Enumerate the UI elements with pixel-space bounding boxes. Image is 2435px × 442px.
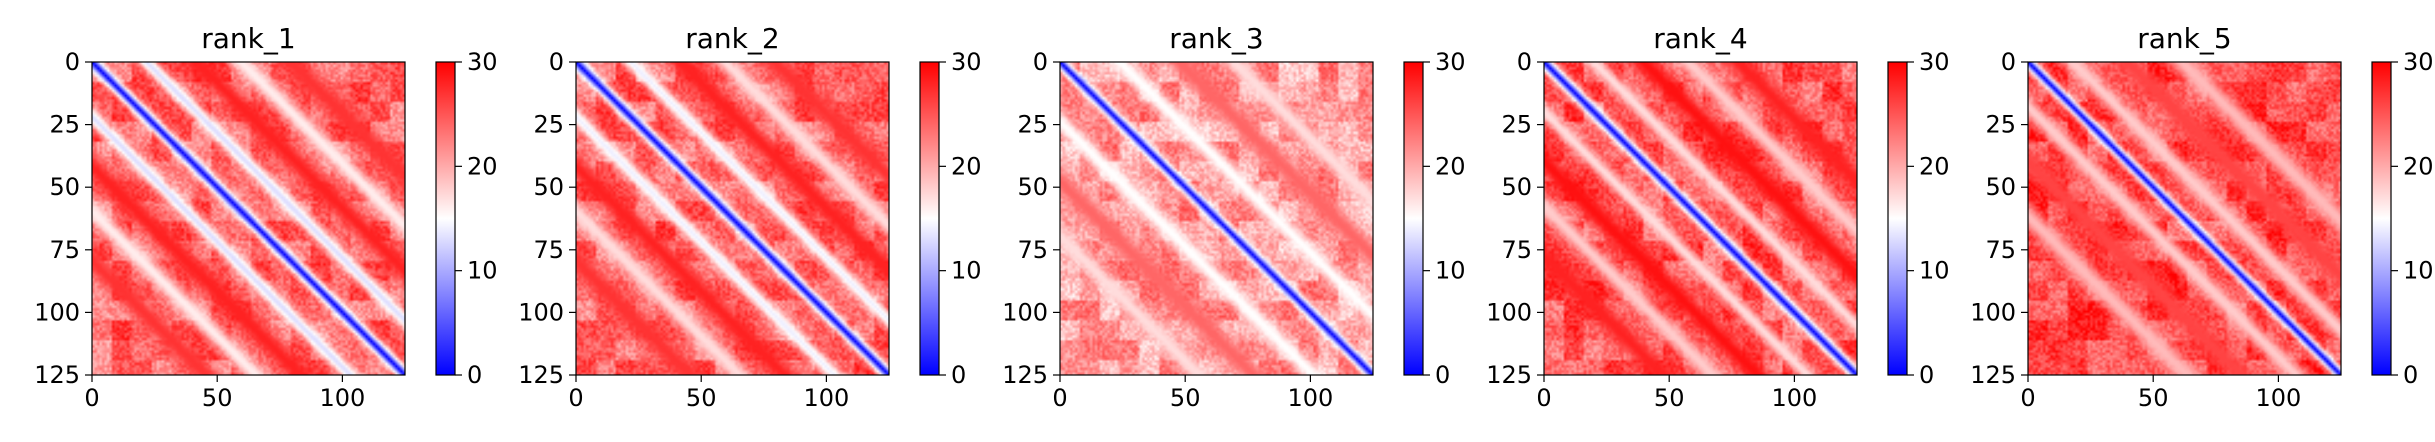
colorbar-tick-label: 30: [2403, 48, 2434, 76]
axes-frame: [1059, 61, 1374, 376]
colorbar-tick-label: 10: [1435, 257, 1466, 285]
colorbar: [1887, 61, 1908, 376]
colorbar: [2371, 61, 2392, 376]
colorbar-tick-label: 10: [951, 257, 982, 285]
y-tick-label: 50: [49, 173, 80, 201]
colorbar-tick-label: 20: [1919, 152, 1950, 180]
x-tick-label: 0: [84, 384, 99, 412]
y-tick-label: 125: [1002, 361, 1048, 389]
y-tick-label: 25: [1985, 111, 2016, 139]
y-tick-label: 100: [518, 298, 564, 326]
y-tick-label: 50: [1017, 173, 1048, 201]
x-tick-label: 0: [2020, 384, 2035, 412]
y-tick-label: 0: [1033, 48, 1048, 76]
y-tick-label: 25: [1017, 111, 1048, 139]
x-tick-label: 100: [319, 384, 365, 412]
heatmap-image: [2028, 62, 2341, 375]
colorbar-tick-label: 10: [2403, 257, 2434, 285]
x-tick-label: 50: [1170, 384, 1201, 412]
y-tick-label: 75: [1985, 236, 2016, 264]
y-tick-label: 100: [1486, 298, 1532, 326]
subplot-title: rank_3: [1169, 22, 1263, 55]
x-tick-label: 100: [1287, 384, 1333, 412]
subplot-title: rank_1: [201, 22, 295, 55]
colorbar-tick-label: 30: [467, 48, 498, 76]
y-tick-label: 75: [1017, 236, 1048, 264]
y-tick-label: 25: [1501, 111, 1532, 139]
subplot-title: rank_5: [2137, 22, 2231, 55]
y-tick-label: 50: [1501, 173, 1532, 201]
y-tick-label: 0: [1517, 48, 1532, 76]
colorbar-tick-label: 30: [951, 48, 982, 76]
y-tick-label: 50: [533, 173, 564, 201]
y-tick-label: 125: [1970, 361, 2016, 389]
y-tick-label: 75: [533, 236, 564, 264]
colorbar-tick-label: 0: [1435, 361, 1450, 389]
subplot-title: rank_2: [685, 22, 779, 55]
y-tick-label: 100: [1970, 298, 2016, 326]
x-tick-label: 100: [803, 384, 849, 412]
y-tick-label: 0: [549, 48, 564, 76]
x-tick-label: 50: [2138, 384, 2169, 412]
colorbar-tick-label: 10: [1919, 257, 1950, 285]
colorbar-tick-label: 20: [951, 152, 982, 180]
colorbar-tick-label: 30: [1919, 48, 1950, 76]
y-tick-label: 100: [34, 298, 80, 326]
x-tick-label: 0: [1536, 384, 1551, 412]
heatmap-image: [1544, 62, 1857, 375]
y-tick-label: 100: [1002, 298, 1048, 326]
axes-frame: [1543, 61, 1858, 376]
y-tick-label: 75: [49, 236, 80, 264]
axes-frame: [2027, 61, 2342, 376]
colorbar: [919, 61, 940, 376]
colorbar: [1403, 61, 1424, 376]
colorbar-tick-label: 10: [467, 257, 498, 285]
x-tick-label: 0: [568, 384, 583, 412]
colorbar-tick-label: 20: [467, 152, 498, 180]
axes-frame: [575, 61, 890, 376]
colorbar-tick-label: 0: [2403, 361, 2418, 389]
y-tick-label: 0: [2001, 48, 2016, 76]
colorbar-tick-label: 0: [467, 361, 482, 389]
subplot-title: rank_4: [1653, 22, 1747, 55]
heatmap-image: [1060, 62, 1373, 375]
heatmap-image: [92, 62, 405, 375]
y-tick-label: 125: [518, 361, 564, 389]
heatmap-image: [576, 62, 889, 375]
y-tick-label: 0: [65, 48, 80, 76]
y-tick-label: 125: [34, 361, 80, 389]
colorbar-tick-label: 0: [951, 361, 966, 389]
y-tick-label: 25: [49, 111, 80, 139]
colorbar-tick-label: 20: [1435, 152, 1466, 180]
x-tick-label: 50: [202, 384, 233, 412]
colorbar: [435, 61, 456, 376]
axes-frame: [91, 61, 406, 376]
y-tick-label: 25: [533, 111, 564, 139]
y-tick-label: 75: [1501, 236, 1532, 264]
x-tick-label: 0: [1052, 384, 1067, 412]
y-tick-label: 125: [1486, 361, 1532, 389]
y-tick-label: 50: [1985, 173, 2016, 201]
x-tick-label: 50: [686, 384, 717, 412]
x-tick-label: 50: [1654, 384, 1685, 412]
colorbar-tick-label: 20: [2403, 152, 2434, 180]
x-tick-label: 100: [2255, 384, 2301, 412]
colorbar-tick-label: 0: [1919, 361, 1934, 389]
x-tick-label: 100: [1771, 384, 1817, 412]
colorbar-tick-label: 30: [1435, 48, 1466, 76]
